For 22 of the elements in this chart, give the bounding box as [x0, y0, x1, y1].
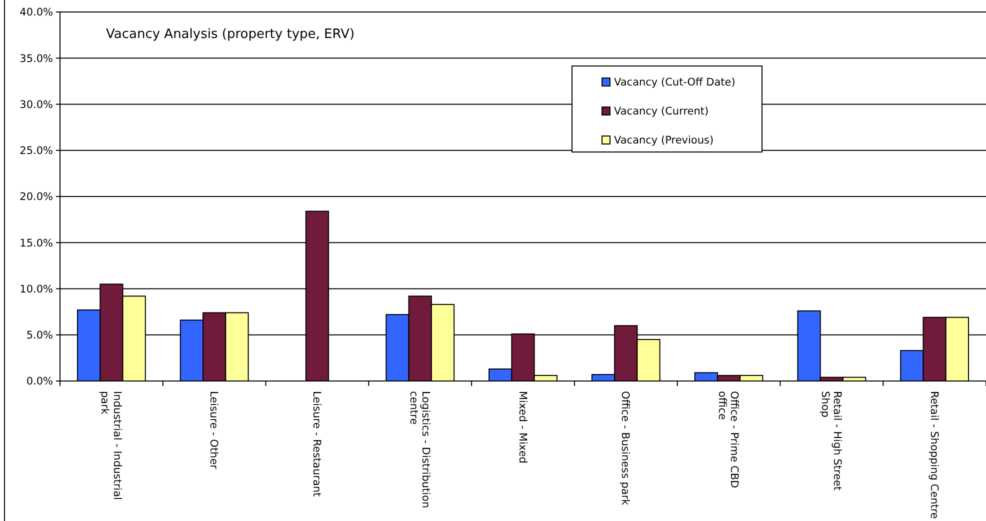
y-tick-label: 20.0% — [20, 191, 54, 204]
x-tick-label: Industrial - Industrial park — [98, 391, 123, 500]
y-tick-label: 5.0% — [26, 330, 54, 342]
x-tick-label: Leisure - Restaurant — [310, 391, 323, 497]
x-tick-label: Retail - Shopping Centre — [928, 391, 940, 519]
x-tick-label: Mixed - Mixed — [516, 391, 528, 464]
y-tick-label: 30.0% — [20, 98, 54, 111]
x-tick-label: Logistics - Distribution centre — [407, 391, 432, 508]
legend-label: Vacancy (Previous) — [614, 134, 714, 147]
y-tick-label: 40.0% — [20, 6, 54, 19]
y-tick-label: 0.0% — [26, 376, 54, 388]
y-tick-label: 10.0% — [20, 283, 54, 296]
x-tick-label: Retail - High Street Shop — [818, 391, 843, 491]
text: Vacancy Analysis (property type, ERV) — [106, 27, 355, 42]
y-tick-label: 35.0% — [20, 52, 54, 65]
legend-label: Vacancy (Cut-Off Date) — [614, 76, 736, 89]
y-tick-label: 25.0% — [20, 145, 54, 158]
x-tick-label: Office - Business park — [619, 391, 632, 506]
x-tick-label: Office - Prime CBD office — [716, 391, 740, 488]
x-tick-label: Leisure - Other — [208, 391, 220, 470]
legend-label: Vacancy (Current) — [614, 106, 709, 118]
y-tick-label: 15.0% — [20, 237, 54, 250]
